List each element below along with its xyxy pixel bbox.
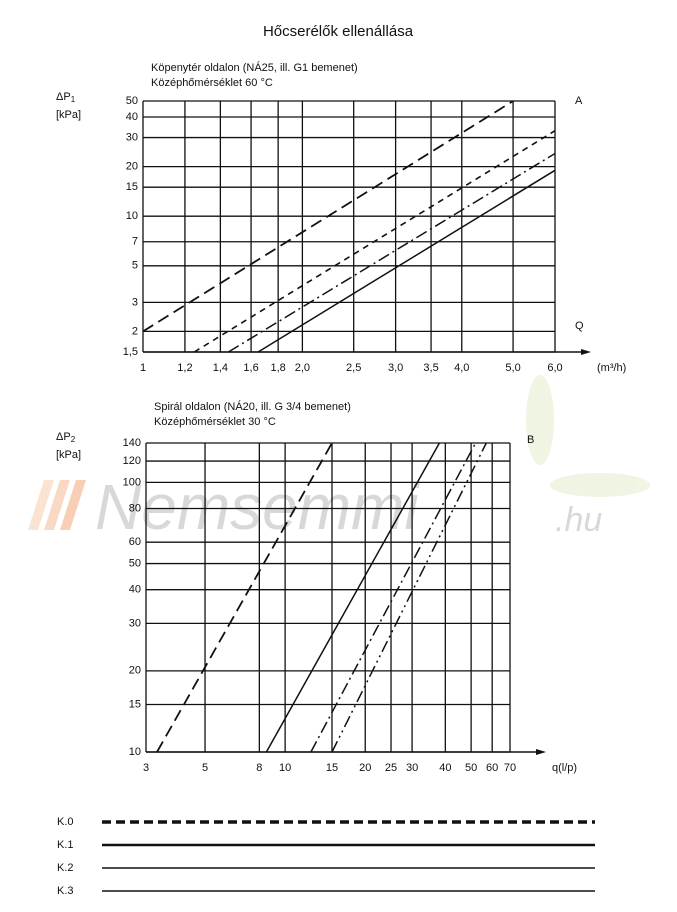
x-tick-label: 5 (202, 762, 208, 774)
y-tick-label: 30 (129, 617, 141, 629)
y-tick-label: 5 (132, 260, 138, 272)
x-axis-arrow (536, 749, 546, 755)
x-tick-label: 2,5 (346, 362, 361, 374)
y-axis-unit: [kPa] (56, 449, 81, 461)
x-tick-label: 1,4 (213, 362, 228, 374)
x-tick-label: 60 (486, 762, 498, 774)
x-tick-label: 10 (279, 762, 291, 774)
corner-label: Q (575, 320, 584, 332)
y-axis-label: ΔP1 (56, 91, 76, 104)
y-tick-label: 120 (123, 455, 141, 467)
chart-subtitle: Spirál oldalon (NÁ20, ill. G 3/4 bemenet… (154, 400, 351, 413)
x-tick-label: 1,8 (271, 362, 286, 374)
y-axis-label: ΔP2 (56, 431, 76, 444)
y-tick-label: 50 (129, 557, 141, 569)
y-tick-label: 10 (129, 746, 141, 758)
x-axis-unit: (m³/h) (597, 362, 626, 374)
chart-subtitle: Középhőmérséklet 60 °C (151, 77, 273, 89)
y-tick-label: 15 (126, 181, 138, 193)
x-tick-label: 3,5 (423, 362, 438, 374)
x-axis-arrow (581, 349, 591, 355)
chart: Spirál oldalon (NÁ20, ill. G 3/4 bemenet… (56, 400, 577, 774)
y-tick-label: 20 (126, 160, 138, 172)
x-tick-label: 3,0 (388, 362, 403, 374)
corner-label: A (575, 95, 583, 107)
series-line (331, 442, 487, 753)
series-line (142, 100, 514, 333)
x-tick-label: 4,0 (454, 362, 469, 374)
x-tick-label: 5,0 (505, 362, 520, 374)
x-tick-label: 50 (465, 762, 477, 774)
page-title: Hőcserélők ellenállása (263, 23, 414, 40)
y-tick-label: 7 (132, 236, 138, 248)
x-tick-label: 1,2 (177, 362, 192, 374)
series-line (193, 130, 556, 353)
y-tick-label: 50 (126, 95, 138, 107)
x-tick-label: 25 (385, 762, 397, 774)
chart: Köpenytér oldalon (NÁ25, ill. G1 bemenet… (56, 61, 626, 374)
y-tick-label: 3 (132, 296, 138, 308)
legend-label: K.2 (57, 862, 74, 874)
y-axis-unit: [kPa] (56, 109, 81, 121)
y-tick-label: 80 (129, 502, 141, 514)
watermark-logo (28, 375, 650, 530)
y-axis-label-sub: 2 (71, 435, 76, 444)
y-tick-label: 40 (129, 584, 141, 596)
y-tick-label: 100 (123, 476, 141, 488)
y-tick-label: 20 (129, 665, 141, 677)
x-tick-label: 15 (326, 762, 338, 774)
y-tick-label: 60 (129, 536, 141, 548)
y-tick-label: 1,5 (123, 346, 138, 358)
x-tick-label: 1 (140, 362, 146, 374)
y-tick-label: 30 (126, 131, 138, 143)
y-tick-label: 15 (129, 698, 141, 710)
y-axis-label-sub: 1 (71, 95, 76, 104)
series-line (228, 152, 556, 353)
chart-subtitle: Köpenytér oldalon (NÁ25, ill. G1 bemenet… (151, 61, 358, 74)
y-tick-label: 2 (132, 325, 138, 337)
y-tick-label: 140 (123, 437, 141, 449)
x-tick-label: 8 (256, 762, 262, 774)
series-line (265, 442, 441, 753)
x-tick-label: 3 (143, 762, 149, 774)
legend-label: K.3 (57, 885, 74, 897)
x-tick-label: 20 (359, 762, 371, 774)
y-tick-label: 40 (126, 111, 138, 123)
x-tick-label: 30 (406, 762, 418, 774)
y-axis-label-main: ΔP (56, 431, 71, 443)
watermark: Nemsemmi (95, 471, 420, 543)
x-axis-unit: q(l/p) (552, 762, 577, 774)
y-tick-label: 10 (126, 210, 138, 222)
x-tick-label: 40 (439, 762, 451, 774)
series-line (156, 442, 333, 753)
series-line (310, 442, 477, 753)
legend-label: K.1 (57, 839, 74, 851)
chart-subtitle: Középhőmérséklet 30 °C (154, 416, 276, 428)
series-line (257, 169, 556, 353)
corner-label: B (527, 434, 534, 446)
y-axis-label-main: ΔP (56, 91, 71, 103)
x-tick-label: 2,0 (295, 362, 310, 374)
x-tick-label: 1,6 (243, 362, 258, 374)
legend-label: K.0 (57, 816, 74, 828)
watermark-suffix: .hu (555, 501, 602, 539)
x-tick-label: 70 (504, 762, 516, 774)
x-tick-label: 6,0 (547, 362, 562, 374)
